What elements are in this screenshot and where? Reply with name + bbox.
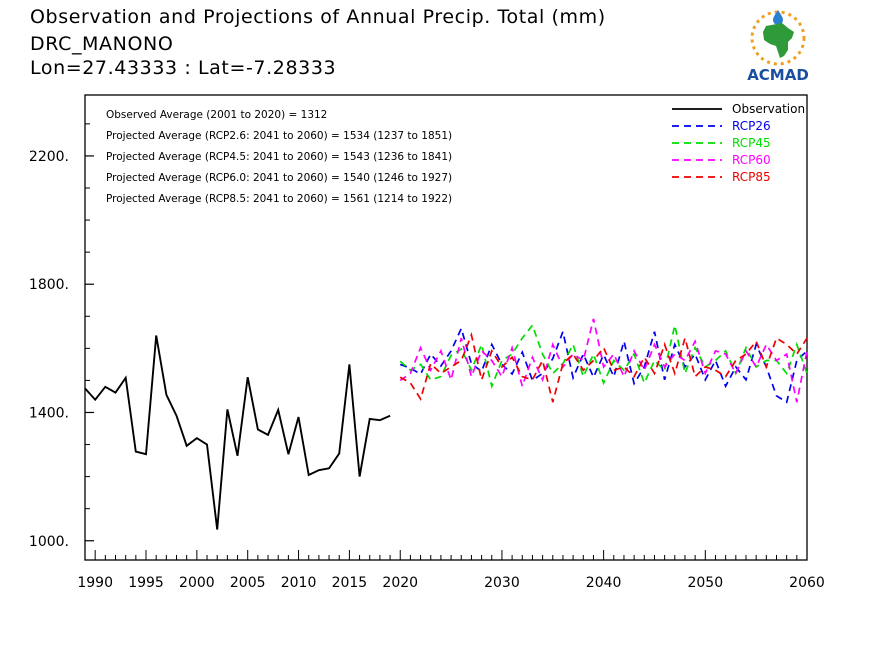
legend-label: RCP45 [732, 136, 771, 150]
series-line-rcp60 [399, 318, 808, 403]
chart-title: Observation and Projections of Annual Pr… [30, 6, 606, 28]
chart-annotations: Observed Average (2001 to 2020) = 1312 Pr… [106, 109, 452, 205]
x-tick-label: 2050 [687, 575, 723, 591]
location-coordinates: Lon=27.43333 : Lat=-7.28333 [30, 57, 337, 79]
x-tick-label: 2005 [230, 575, 266, 591]
annotation-line: Observed Average (2001 to 2020) = 1312 [106, 109, 327, 121]
africa-sun-logo-icon: ACMAD [747, 10, 809, 84]
annotation-line: Projected Average (RCP8.5: 2041 to 2060)… [106, 193, 452, 205]
annotation-line: Projected Average (RCP2.6: 2041 to 2060)… [106, 130, 452, 142]
legend-label: RCP26 [732, 119, 771, 133]
x-tick-label: 2000 [179, 575, 215, 591]
x-tick-label: 2020 [382, 575, 418, 591]
x-tick-label: 1995 [128, 575, 164, 591]
y-tick-label: 1000. [29, 534, 69, 550]
chart-axes [84, 94, 808, 561]
chart-series [84, 318, 808, 530]
x-tick-label: 2060 [789, 575, 825, 591]
logo-text: ACMAD [747, 66, 809, 84]
annotation-line: Projected Average (RCP6.0: 2041 to 2060)… [106, 172, 452, 184]
legend-label: RCP85 [732, 170, 771, 184]
series-line-rcp26 [399, 326, 808, 404]
plot-frame [84, 94, 808, 561]
annotation-line: Projected Average (RCP4.5: 2041 to 2060)… [106, 151, 452, 163]
acmad-logo: ACMAD [738, 8, 818, 84]
location-name: DRC_MANONO [30, 33, 174, 55]
chart-ticks: 1000. 1400. 1800. 2200. 1990 1995 2000 2005 2010… [29, 123, 825, 591]
legend-label: Observation [732, 102, 805, 116]
rain-drop-icon [773, 10, 783, 25]
chart-legend: Observation RCP26 RCP45 RCP60 RCP85 [672, 102, 805, 184]
africa-shape-icon [763, 23, 794, 58]
y-tick-label: 2200. [29, 149, 69, 165]
x-tick-label: 2010 [281, 575, 317, 591]
series-line-rcp45 [399, 323, 808, 390]
legend-label: RCP60 [732, 153, 771, 167]
x-tick-label: 2030 [484, 575, 520, 591]
x-tick-label: 2040 [586, 575, 622, 591]
x-tick-label: 2015 [332, 575, 368, 591]
series-line-rcp85 [399, 332, 808, 403]
x-tick-label: 1990 [77, 575, 113, 591]
series-line-observation [84, 335, 391, 530]
y-tick-label: 1400. [29, 405, 69, 421]
y-tick-label: 1800. [29, 277, 69, 293]
